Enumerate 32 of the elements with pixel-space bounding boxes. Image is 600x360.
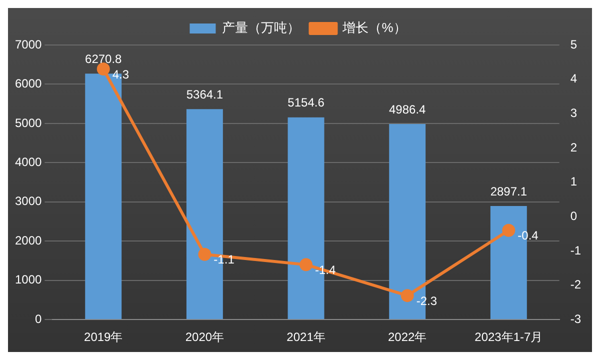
data-label: 4986.4 — [388, 102, 426, 116]
y-tick-label: 4000 — [14, 155, 42, 169]
x-tick-label: 2019年 — [84, 330, 123, 344]
y2-tick-label: 2 — [570, 140, 578, 154]
y2-tick-label: 3 — [570, 106, 578, 120]
data-label: 6270.8 — [85, 52, 122, 66]
y2-tick-label: 0 — [570, 208, 578, 223]
y-tick-label: 2000 — [14, 233, 42, 248]
data-label: -1.4 — [315, 262, 336, 277]
y2-tick-label: -1 — [570, 243, 582, 258]
data-label: 2897.1 — [490, 184, 528, 198]
x-tick-label: 2021年 — [286, 330, 326, 344]
data-label: 5364.1 — [186, 87, 224, 102]
y2-tick-label: 1 — [570, 174, 578, 189]
y-tick-label: 1000 — [14, 272, 42, 287]
y2-tick-label: 4 — [570, 72, 578, 86]
y-tick-label: 7000 — [14, 37, 42, 52]
y-tick-label: 5000 — [14, 116, 42, 130]
y2-tick-label: -2 — [570, 278, 582, 292]
x-tick-label: 2020年 — [185, 330, 224, 344]
data-label: -1.1 — [214, 252, 235, 267]
x-tick-label: 2022年 — [388, 330, 427, 344]
x-tick-label: 2023年1-7月 — [474, 330, 543, 344]
y2-tick-label: -3 — [570, 312, 582, 326]
y-tick-label: 0 — [35, 312, 42, 326]
legend-label: 产量（万吨） — [222, 20, 300, 36]
data-label: 4.3 — [112, 67, 130, 82]
y-tick-label: 6000 — [14, 76, 42, 91]
legend-label: 增长（%） — [342, 20, 406, 36]
y2-tick-label: 5 — [570, 37, 578, 52]
data-label: 5154.6 — [288, 96, 325, 110]
y-tick-label: 3000 — [14, 194, 42, 208]
